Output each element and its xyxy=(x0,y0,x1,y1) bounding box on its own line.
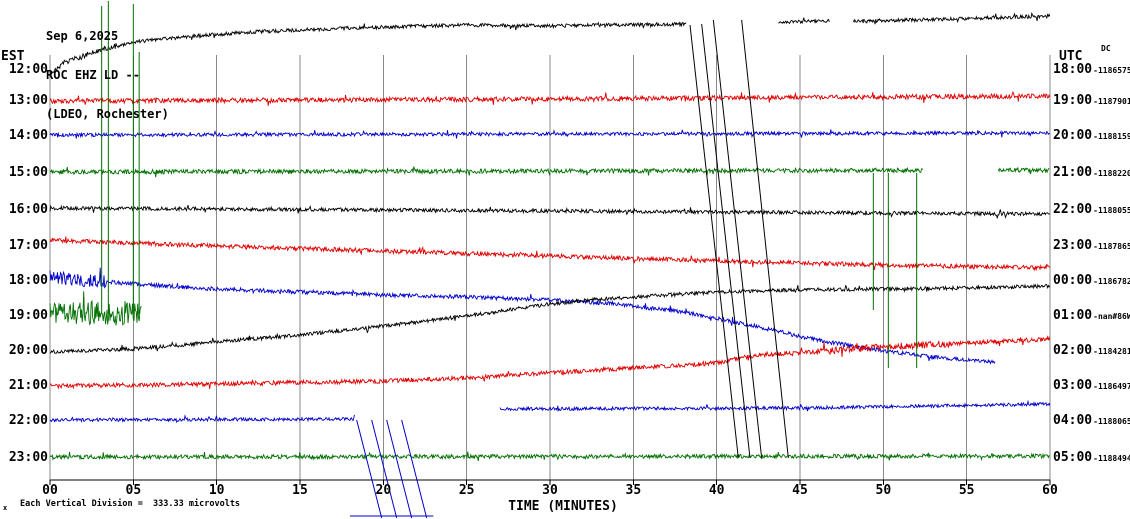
seismogram-trace xyxy=(49,414,355,424)
seismogram-trace xyxy=(49,90,1051,106)
seismogram-trace xyxy=(49,335,1051,390)
seismogram-trace xyxy=(49,291,142,326)
trace-artifact-line xyxy=(701,23,751,459)
seismogram-trace xyxy=(852,11,1051,25)
seismogram-trace xyxy=(49,204,1050,219)
trace-artifact-line xyxy=(386,419,413,519)
seismogram-trace xyxy=(49,21,687,77)
seismogram-trace xyxy=(49,267,996,365)
seismogram-trace xyxy=(49,283,1051,354)
seismogram-trace xyxy=(49,129,1050,139)
seismogram-trace xyxy=(49,451,1051,462)
trace-artifact-line xyxy=(371,419,398,519)
seismogram-trace xyxy=(49,236,1051,272)
seismogram-trace xyxy=(499,399,1051,412)
trace-artifact-line xyxy=(741,19,789,459)
trace-artifact-line xyxy=(712,19,763,459)
trace-artifact-line xyxy=(401,419,428,519)
seismogram-trace xyxy=(997,166,1050,174)
trace-artifact-line xyxy=(689,24,739,459)
trace-artifact-line xyxy=(356,419,383,519)
seismogram-trace xyxy=(49,166,924,178)
seismogram-trace xyxy=(778,17,830,25)
